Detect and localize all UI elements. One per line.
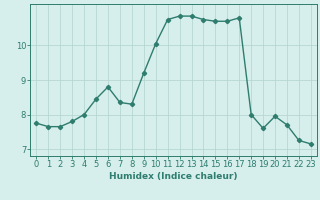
X-axis label: Humidex (Indice chaleur): Humidex (Indice chaleur)	[109, 172, 238, 181]
